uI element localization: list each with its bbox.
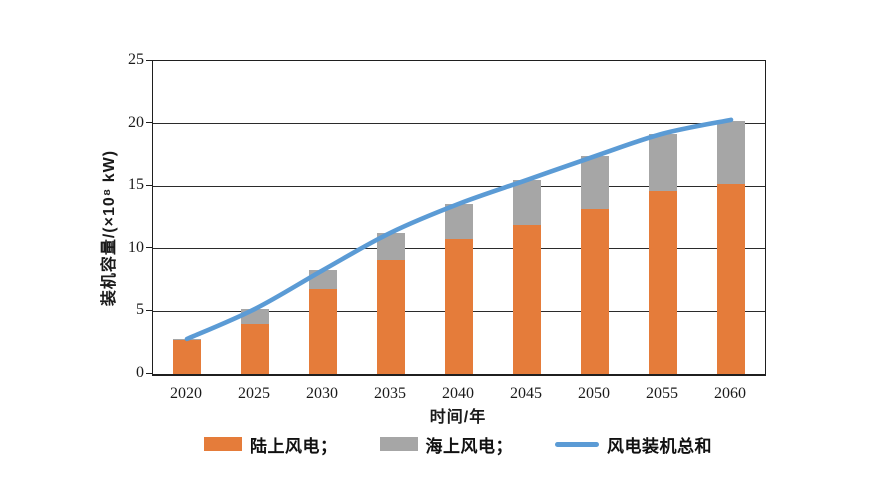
y-tick-mark-5	[146, 309, 152, 311]
y-tick-label-15: 15	[128, 176, 144, 194]
x-tick-label-2035: 2035	[374, 385, 406, 402]
y-tick-mark-0	[146, 372, 152, 374]
bar-segment-2025	[241, 323, 269, 374]
x-tick-label-2055: 2055	[646, 385, 678, 402]
x-tick-label-2025: 2025	[238, 385, 270, 402]
y-tick-label-0: 0	[136, 364, 144, 381]
bar-stack-2020	[173, 338, 201, 374]
bar-segment-2030	[309, 270, 337, 289]
x-axis-title: 时间/年	[429, 409, 487, 426]
bar-segment-2050	[581, 208, 609, 374]
y-tick-mark-10	[146, 247, 152, 249]
bar-stack-2030	[309, 270, 337, 374]
bar-segment-2055	[649, 133, 677, 192]
bar-segment-2035	[377, 260, 405, 374]
total-line-swatch-icon	[555, 441, 599, 447]
legend-label-offshore: 海上风电；	[425, 436, 513, 456]
bar-stack-2060	[717, 121, 745, 374]
y-tick-label-25: 25	[128, 51, 144, 68]
x-tick-label-2040: 2040	[442, 385, 474, 402]
legend-item-offshore: 海上风电；	[379, 432, 514, 457]
bar-stack-2040	[445, 203, 473, 374]
y-tick-mark-15	[146, 184, 152, 186]
bar-stack-2045	[513, 179, 541, 374]
bar-segment-2040	[445, 203, 473, 239]
x-tick-label-2030: 2030	[306, 385, 338, 402]
bar-stack-2055	[649, 133, 677, 374]
plot-area	[152, 60, 766, 376]
bar-segment-2025	[241, 308, 269, 324]
x-tick-label-2060: 2060	[714, 385, 746, 402]
x-tick-label-2020: 2020	[170, 385, 202, 402]
y-tick-mark-20	[146, 122, 152, 124]
offshore-swatch-icon	[379, 437, 418, 451]
legend-label-total: 风电装机总和	[607, 436, 712, 456]
y-tick-label-20: 20	[128, 113, 144, 131]
bar-stack-2025	[241, 308, 269, 374]
bar-segment-2040	[445, 238, 473, 374]
bar-stack-2050	[581, 156, 609, 374]
bar-segment-2045	[513, 179, 541, 226]
bar-segment-2035	[377, 232, 405, 261]
y-tick-label-5: 5	[136, 301, 144, 319]
bar-stack-2035	[377, 232, 405, 374]
x-tick-label-2050: 2050	[578, 385, 610, 402]
bar-segment-2060	[717, 183, 745, 374]
onshore-swatch-icon	[204, 437, 242, 451]
bar-segment-2055	[649, 191, 677, 374]
legend-label-onshore: 陆上风电；	[250, 436, 338, 456]
legend-item-onshore: 陆上风电；	[204, 432, 338, 457]
bar-segment-2045	[513, 225, 541, 374]
x-tick-label-2045: 2045	[510, 385, 542, 402]
gridline-y-20	[153, 123, 765, 125]
bar-segment-2020	[173, 340, 201, 374]
legend: 陆上风电； 海上风电； 风电装机总和	[152, 432, 764, 456]
y-tick-label-10: 10	[128, 238, 144, 256]
bar-segment-2050	[581, 156, 609, 209]
bar-segment-2030	[309, 288, 337, 374]
y-tick-mark-25	[146, 59, 152, 61]
bar-segment-2060	[717, 121, 745, 184]
legend-item-total: 风电装机总和	[555, 432, 712, 457]
